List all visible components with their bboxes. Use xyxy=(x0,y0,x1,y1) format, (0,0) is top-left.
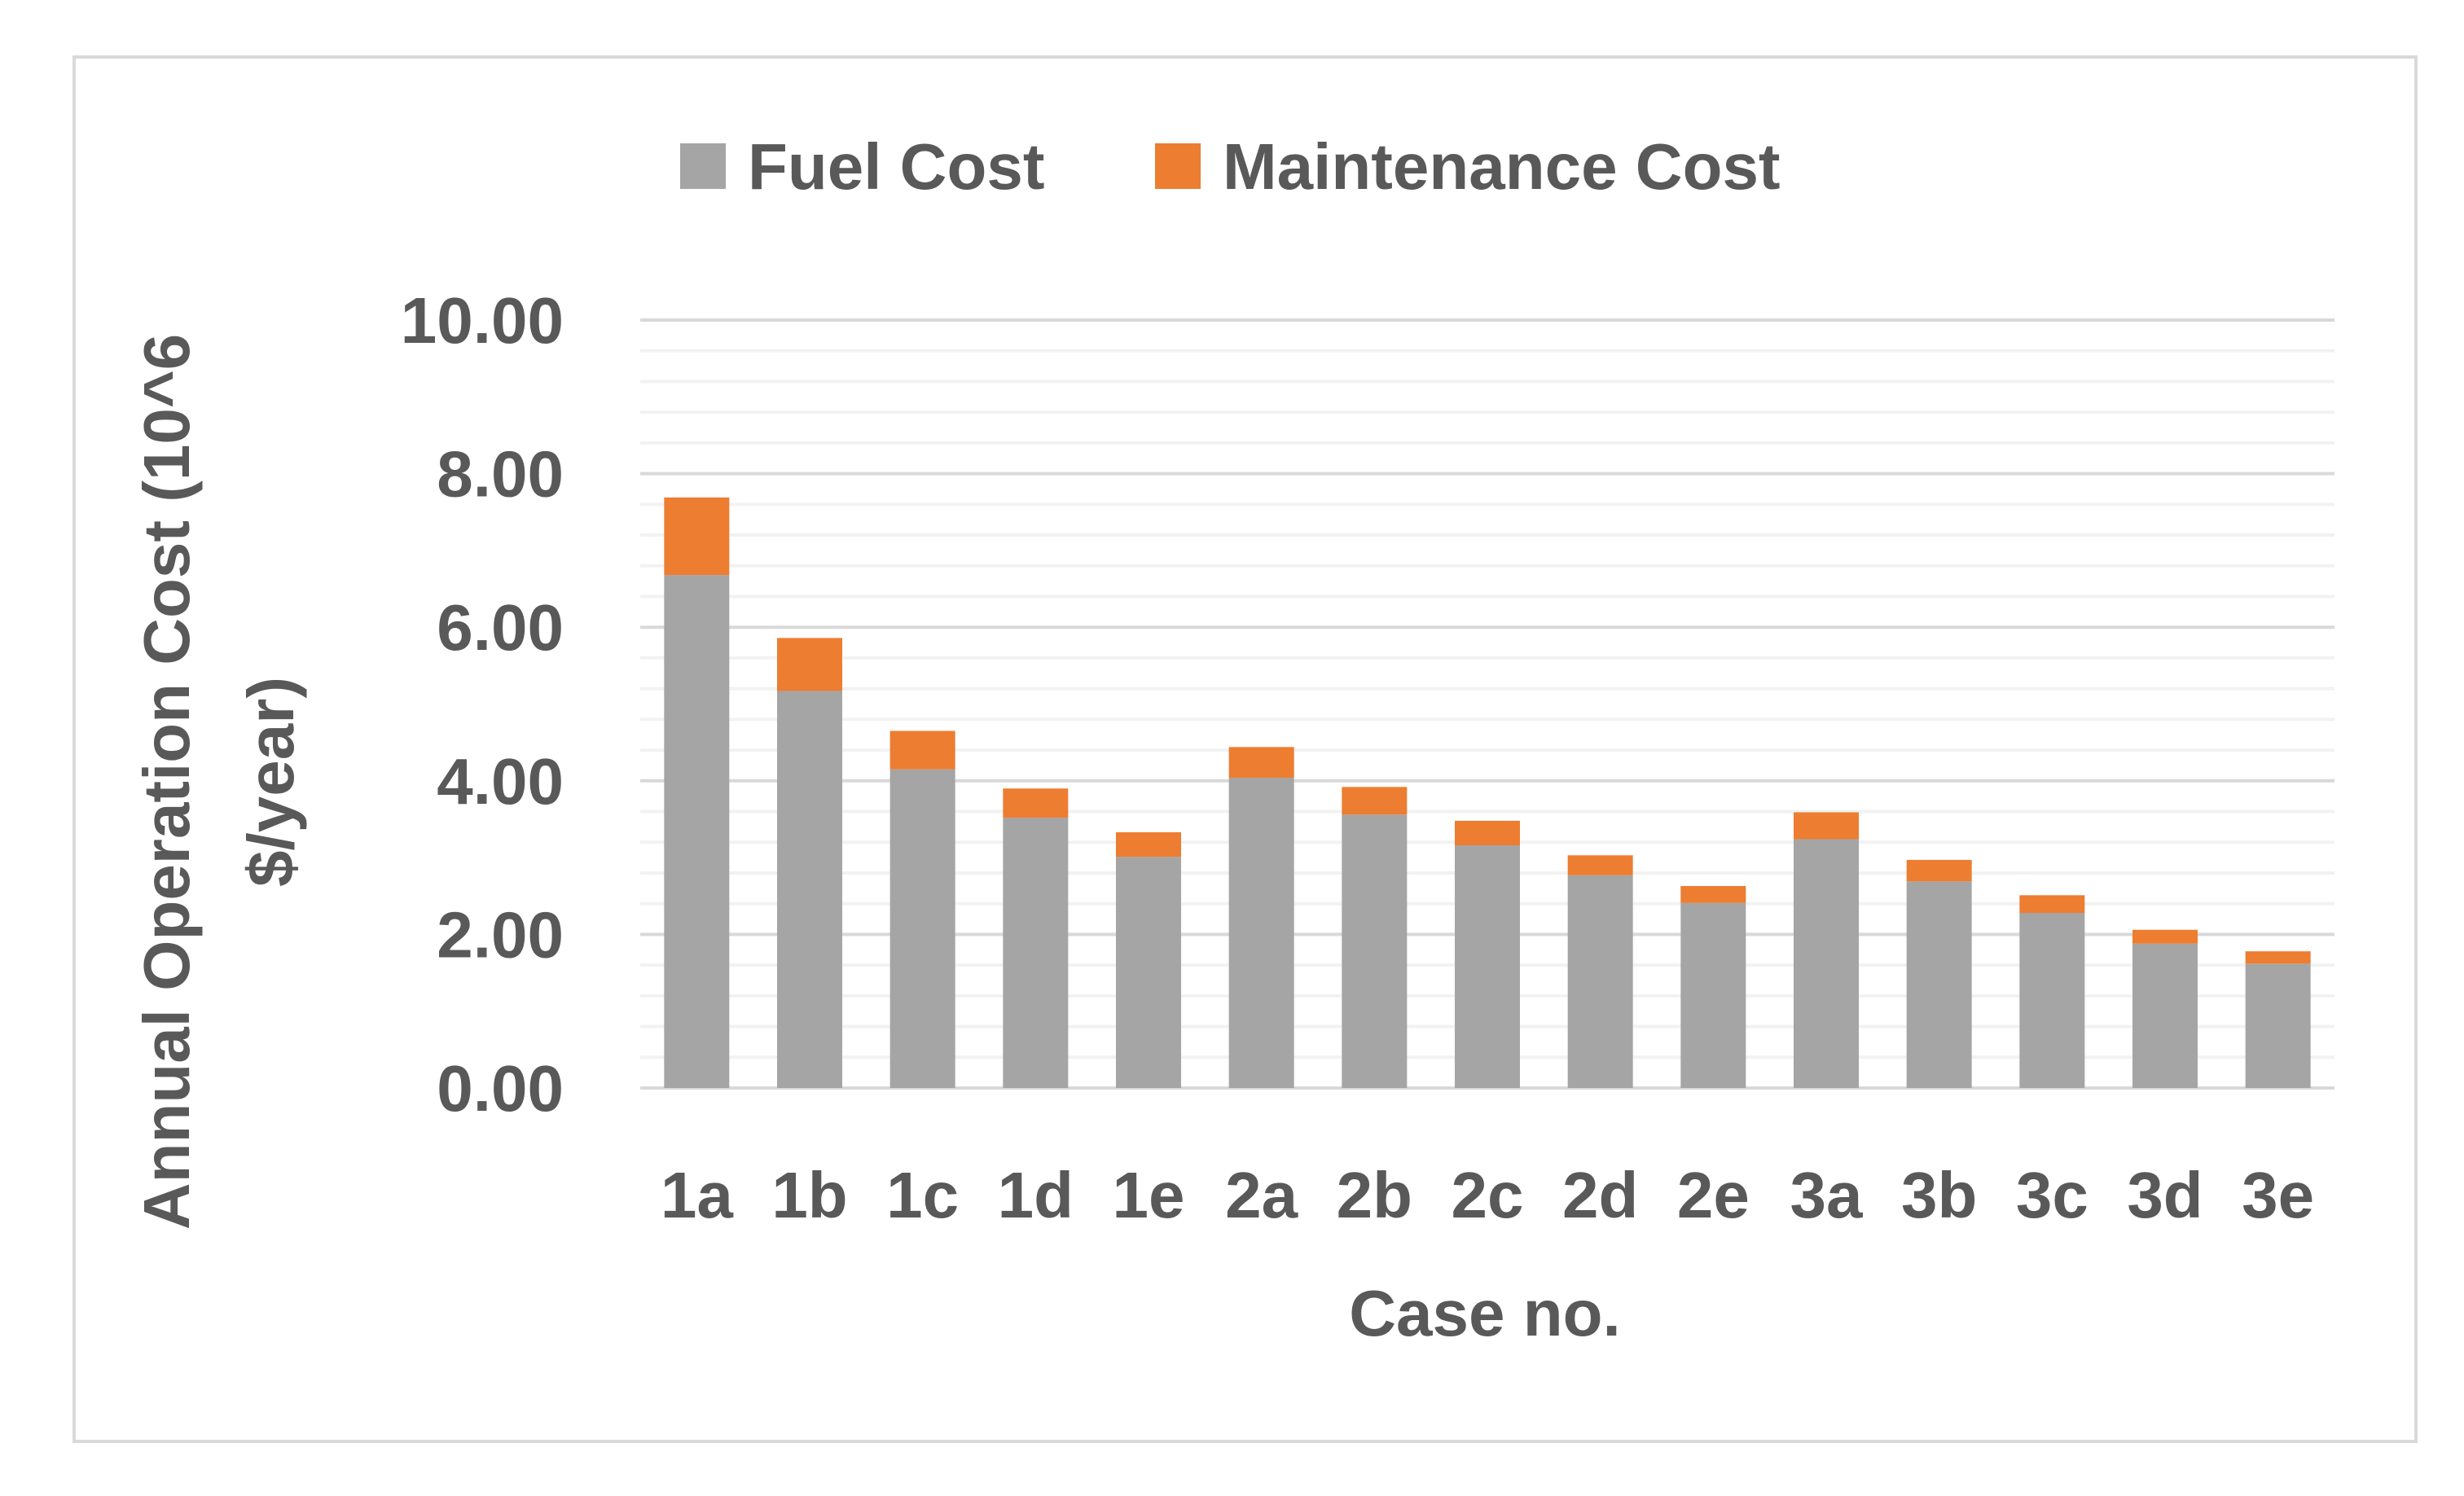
bar-fuel-cost xyxy=(1228,778,1294,1088)
y-axis-title-line1: Annual Operation Cost (10^6 xyxy=(130,334,203,1230)
legend-swatch-fuel-cost xyxy=(680,143,726,189)
y-axis-title-line2: $/year) xyxy=(235,677,307,887)
x-tick-label: 3e xyxy=(2242,1159,2314,1231)
x-tick-label: 3d xyxy=(2127,1159,2203,1231)
bar-fuel-cost xyxy=(1906,881,1972,1088)
legend-label-fuel-cost: Fuel Cost xyxy=(748,130,1044,203)
bar-maintenance-cost xyxy=(2245,951,2311,964)
x-tick-label: 1a xyxy=(661,1159,733,1231)
bar-maintenance-cost xyxy=(1567,855,1633,875)
bar-fuel-cost xyxy=(664,575,730,1088)
x-tick-label: 2e xyxy=(1677,1159,1750,1231)
bar-fuel-cost xyxy=(2019,912,2085,1088)
x-tick-label: 2d xyxy=(1562,1159,1638,1231)
bar-fuel-cost xyxy=(1680,902,1746,1088)
bar-fuel-cost xyxy=(2245,963,2311,1088)
y-tick-label: 6.00 xyxy=(437,591,564,664)
bar-maintenance-cost xyxy=(1342,787,1408,815)
x-tick-label: 2a xyxy=(1225,1159,1298,1231)
legend-swatch-maintenance-cost xyxy=(1155,143,1201,189)
bar-fuel-cost xyxy=(889,769,955,1088)
x-tick-label: 2b xyxy=(1337,1159,1412,1231)
y-tick-label: 2.00 xyxy=(437,898,564,971)
x-tick-label: 1b xyxy=(771,1159,847,1231)
bar-fuel-cost xyxy=(1116,857,1181,1088)
legend-label-maintenance-cost: Maintenance Cost xyxy=(1223,130,1781,203)
x-tick-label: 1c xyxy=(886,1159,959,1231)
y-axis-title: Annual Operation Cost (10^6 $/year) xyxy=(130,334,307,1230)
y-tick-label: 4.00 xyxy=(437,745,564,818)
bar-maintenance-cost xyxy=(2019,895,2085,913)
y-axis-ticks: 0.00 2.00 4.00 6.00 8.00 10.00 xyxy=(401,284,564,1125)
bar-maintenance-cost xyxy=(1455,820,1520,846)
x-tick-label: 1d xyxy=(998,1159,1074,1231)
bar-maintenance-cost xyxy=(1228,747,1294,779)
x-tick-label: 2c xyxy=(1452,1159,1524,1231)
bar-maintenance-cost xyxy=(1680,885,1746,903)
bar-fuel-cost xyxy=(2132,943,2198,1088)
bar-fuel-cost xyxy=(1567,875,1633,1088)
bar-fuel-cost xyxy=(1003,818,1069,1088)
bar-maintenance-cost xyxy=(1116,831,1181,858)
x-axis-title: Case no. xyxy=(1349,1277,1620,1349)
bar-maintenance-cost xyxy=(1794,812,1859,840)
x-tick-label: 3b xyxy=(1901,1159,1977,1231)
x-tick-label: 1e xyxy=(1113,1159,1185,1231)
bar-fuel-cost xyxy=(777,691,842,1088)
x-tick-label: 3c xyxy=(2016,1159,2088,1231)
x-tick-label: 3a xyxy=(1790,1159,1863,1231)
bar-maintenance-cost xyxy=(1003,788,1069,818)
bar-fuel-cost xyxy=(1342,814,1408,1088)
y-tick-label: 8.00 xyxy=(437,438,564,511)
bar-fuel-cost xyxy=(1455,845,1520,1088)
bar-maintenance-cost xyxy=(664,497,730,576)
bar-maintenance-cost xyxy=(777,638,842,691)
legend: Fuel Cost Maintenance Cost xyxy=(680,130,1781,203)
y-tick-label: 10.00 xyxy=(401,284,564,357)
bar-maintenance-cost xyxy=(889,730,955,770)
bar-maintenance-cost xyxy=(1906,859,1972,882)
bars xyxy=(664,497,2311,1088)
x-axis-ticks: 1a 1b 1c 1d 1e 2a 2b 2c 2d 2e 3a 3b 3c 3d 3e xyxy=(661,1159,2314,1231)
bar-maintenance-cost xyxy=(2132,929,2198,944)
bar-fuel-cost xyxy=(1794,839,1859,1088)
y-tick-label: 0.00 xyxy=(437,1052,564,1125)
